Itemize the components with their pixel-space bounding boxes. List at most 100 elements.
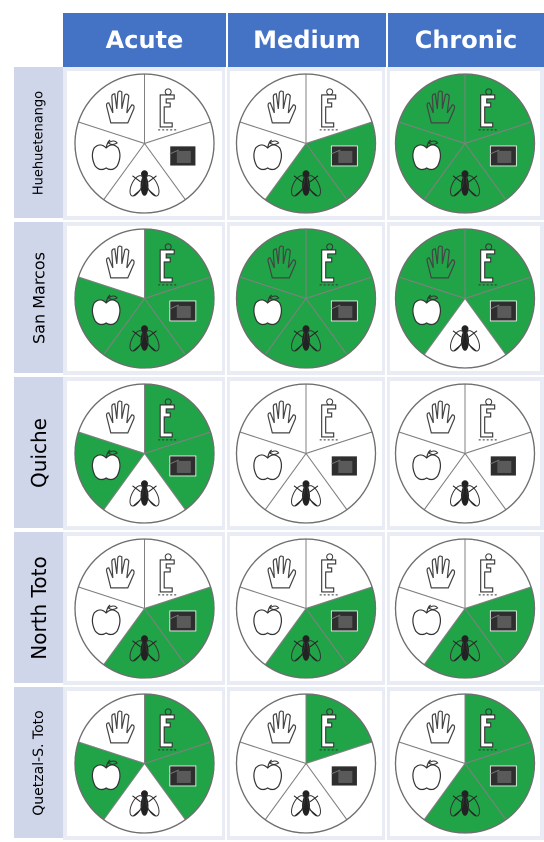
apple-icon [91,449,121,481]
risk-pie-chart [394,383,536,524]
column-header-acute: Acute [63,13,226,67]
hand-icon [105,400,135,434]
row-label-text: San Marcos [29,251,48,344]
pie-cell [386,67,544,220]
fly-icon [129,790,160,817]
latrine-icon [330,765,358,787]
tap-icon [158,708,177,751]
hand-icon [426,90,456,124]
hand-icon [426,245,456,279]
row-label-text: Huehuetenango [31,90,46,195]
latrine-icon [330,300,358,322]
tap-icon [319,398,338,441]
fly-icon [450,170,480,197]
apple-icon [253,294,283,326]
fly-icon [291,170,321,197]
row-label: San Marcos [14,222,63,377]
apple-icon [253,449,283,481]
apple-icon [91,139,121,171]
risk-pie-chart [235,538,377,679]
row-label: Quiche [14,377,63,532]
risk-pie-chart [394,538,536,679]
row-label-text: Quetzal-S. Toto [30,709,47,816]
tap-icon [319,243,338,286]
apple-icon [412,604,442,636]
pie-cell [226,377,386,530]
hand-icon [105,90,135,124]
fly-icon [129,325,160,352]
latrine-icon [489,145,517,167]
column-header-medium: Medium [226,13,386,67]
tap-icon [478,398,497,441]
fly-icon [450,325,480,352]
pie-cell [63,222,226,375]
apple-icon [91,294,121,326]
column-divider [385,67,387,840]
hand-icon [105,245,135,279]
hand-icon [426,400,456,434]
pie-cell [63,67,226,220]
risk-pie-chart [394,693,536,834]
pie-cell [386,532,544,685]
risk-pie-chart [74,383,215,524]
hand-icon [105,555,135,589]
hand-icon [267,710,297,744]
row-label-text: Quiche [26,417,51,488]
fly-icon [291,325,321,352]
risk-pie-chart [394,228,536,369]
fly-icon [291,635,321,662]
pie-cell [226,532,386,685]
tap-icon [319,553,338,596]
latrine-icon [489,300,517,322]
latrine-icon [489,610,517,632]
risk-pie-chart [74,73,215,214]
apple-icon [253,759,283,791]
latrine-icon [330,455,358,477]
latrine-icon [169,765,197,787]
tap-icon [158,88,177,131]
tap-icon [478,553,497,596]
apple-icon [412,759,442,791]
hand-icon [267,245,297,279]
risk-pie-chart [74,228,215,369]
fly-icon [291,790,321,817]
fly-icon [450,790,480,817]
latrine-icon [330,610,358,632]
pie-cell [226,687,386,840]
tap-icon [478,708,497,751]
fly-icon [129,170,160,197]
hand-icon [267,400,297,434]
apple-icon [91,604,121,636]
tap-icon [158,243,177,286]
tap-icon [478,88,497,131]
latrine-icon [330,145,358,167]
pie-cell [63,687,226,840]
latrine-icon [169,300,197,322]
tap-icon [478,243,497,286]
latrine-icon [169,455,197,477]
pie-cell [226,67,386,220]
fly-icon [129,480,160,507]
apple-icon [91,759,121,791]
hand-icon [426,710,456,744]
risk-pie-chart [235,383,377,524]
pie-cell [386,687,544,840]
column-header-chronic: Chronic [386,13,544,67]
pie-cell [226,222,386,375]
tap-icon [319,708,338,751]
risk-pie-chart [74,693,215,834]
latrine-icon [169,145,197,167]
fly-icon [450,635,480,662]
hand-icon [267,555,297,589]
pie-cell [386,377,544,530]
hand-icon [426,555,456,589]
apple-icon [253,604,283,636]
pie-cell [63,377,226,530]
row-label: North Toto [14,532,63,687]
apple-icon [412,294,442,326]
risk-pie-chart [74,538,215,679]
hand-icon [267,90,297,124]
tap-icon [158,553,177,596]
pie-cell [386,222,544,375]
latrine-icon [489,765,517,787]
